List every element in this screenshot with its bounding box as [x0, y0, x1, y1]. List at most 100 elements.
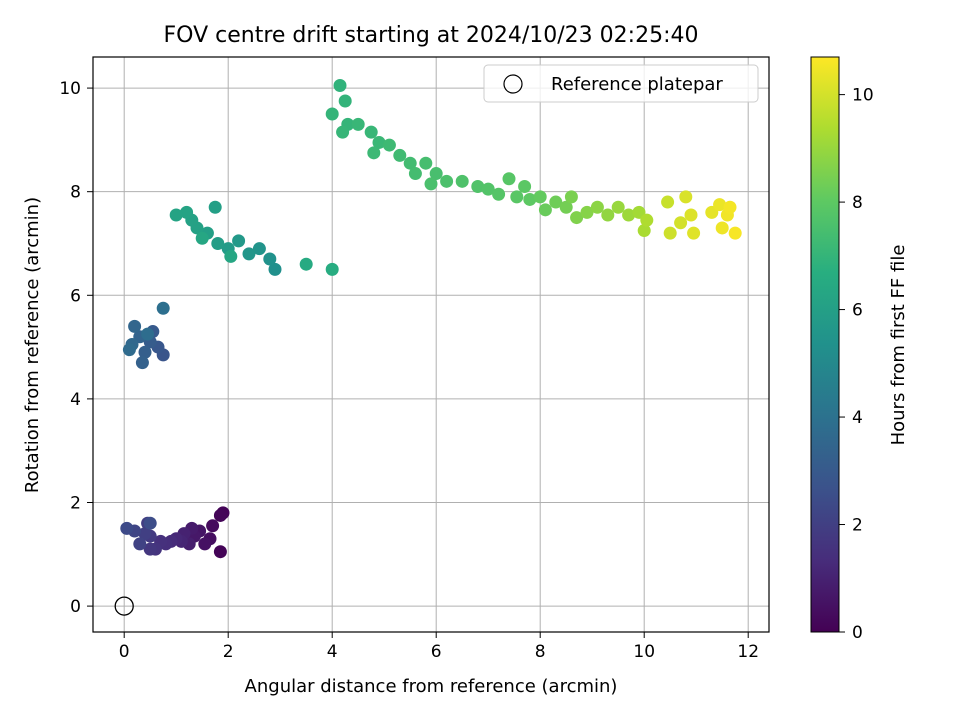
data-point	[232, 234, 246, 248]
data-point	[141, 327, 155, 341]
data-points	[120, 78, 742, 559]
x-tick-label: 8	[535, 642, 546, 662]
data-point	[367, 146, 381, 160]
data-point	[684, 208, 698, 222]
data-point	[120, 521, 134, 535]
data-point	[325, 107, 339, 121]
data-point	[663, 226, 677, 240]
data-point	[195, 231, 209, 245]
data-point	[429, 167, 443, 181]
data-point	[723, 200, 737, 214]
data-point	[180, 205, 194, 219]
data-point	[224, 249, 238, 263]
data-point	[336, 125, 350, 139]
data-point	[143, 542, 157, 556]
data-point	[715, 221, 729, 235]
colorbar-tick-label: 8	[852, 193, 863, 213]
data-point	[419, 156, 433, 170]
data-point	[549, 195, 563, 209]
x-tick-label: 10	[633, 642, 655, 662]
x-tick-label: 6	[431, 642, 442, 662]
data-point	[481, 182, 495, 196]
data-point	[455, 174, 469, 188]
colorbar-tick-label: 0	[852, 623, 863, 643]
data-point	[523, 192, 537, 206]
data-point	[364, 125, 378, 139]
data-point	[580, 205, 594, 219]
data-point	[325, 262, 339, 276]
data-point	[208, 200, 222, 214]
data-point	[333, 78, 347, 92]
data-point	[135, 356, 149, 370]
legend: Reference platepar	[483, 64, 759, 103]
data-point	[510, 190, 524, 204]
data-point	[403, 156, 417, 170]
data-point	[518, 180, 532, 194]
data-point	[661, 195, 675, 209]
y-tick-label: 2	[70, 493, 81, 513]
y-tick-label: 8	[70, 183, 81, 203]
chart-title: FOV centre drift starting at 2024/10/23 …	[164, 23, 699, 48]
y-axis-ticks: 0 2 4 6 8 10	[59, 79, 93, 617]
data-point	[492, 187, 506, 201]
data-point	[559, 200, 573, 214]
data-point	[570, 211, 584, 225]
x-axis-ticks: 0 2 4 6 8 10 12	[119, 632, 759, 662]
legend-box	[483, 64, 759, 103]
y-axis-label: Rotation from reference (arcmin)	[22, 197, 43, 493]
data-point	[133, 537, 147, 551]
data-point	[169, 208, 183, 222]
colorbar-tick-label: 6	[852, 301, 863, 321]
data-point	[382, 138, 396, 152]
data-point	[590, 200, 604, 214]
colorbar-tick-label: 4	[852, 408, 863, 428]
y-tick-label: 6	[70, 286, 81, 306]
x-tick-label: 0	[119, 642, 130, 662]
data-point	[138, 527, 152, 541]
data-point	[611, 200, 625, 214]
x-tick-label: 2	[223, 642, 234, 662]
data-point	[263, 252, 277, 266]
data-point	[128, 319, 142, 333]
colorbar: 0 2 4 6 8 10 Hours from first FF file	[810, 56, 909, 643]
data-point	[138, 345, 152, 359]
data-point	[471, 180, 485, 194]
data-point	[687, 226, 701, 240]
data-point	[424, 177, 438, 191]
colorbar-tick-label: 10	[852, 86, 874, 106]
data-point	[206, 519, 220, 533]
data-point	[533, 190, 547, 204]
data-point	[713, 198, 727, 212]
x-tick-label: 12	[737, 642, 759, 662]
colorbar-ticks: 0 2 4 6 8 10	[839, 86, 874, 643]
x-axis-label: Angular distance from reference (arcmin)	[245, 676, 618, 697]
data-point	[393, 148, 407, 162]
data-point	[440, 174, 454, 188]
reference-platepar-marker	[114, 596, 134, 616]
colorbar-label: Hours from first FF file	[888, 245, 909, 446]
data-point	[213, 545, 227, 559]
data-point	[564, 190, 578, 204]
data-point	[252, 242, 266, 256]
data-point	[637, 224, 651, 238]
y-tick-label: 10	[59, 79, 81, 99]
data-point	[728, 226, 742, 240]
data-point	[538, 203, 552, 217]
data-point	[640, 213, 654, 227]
reference-marker-layer	[114, 596, 134, 616]
data-point	[242, 247, 256, 261]
x-tick-label: 4	[327, 642, 338, 662]
data-point	[679, 190, 693, 204]
data-point	[372, 135, 386, 149]
data-point	[198, 537, 212, 551]
data-point	[351, 117, 365, 131]
data-point	[299, 257, 313, 271]
data-point	[502, 172, 516, 186]
legend-marker-icon	[503, 74, 523, 94]
data-point	[156, 301, 170, 315]
legend-label: Reference platepar	[551, 74, 723, 95]
data-point	[408, 167, 422, 181]
colorbar-gradient	[810, 56, 840, 633]
data-point	[622, 208, 636, 222]
